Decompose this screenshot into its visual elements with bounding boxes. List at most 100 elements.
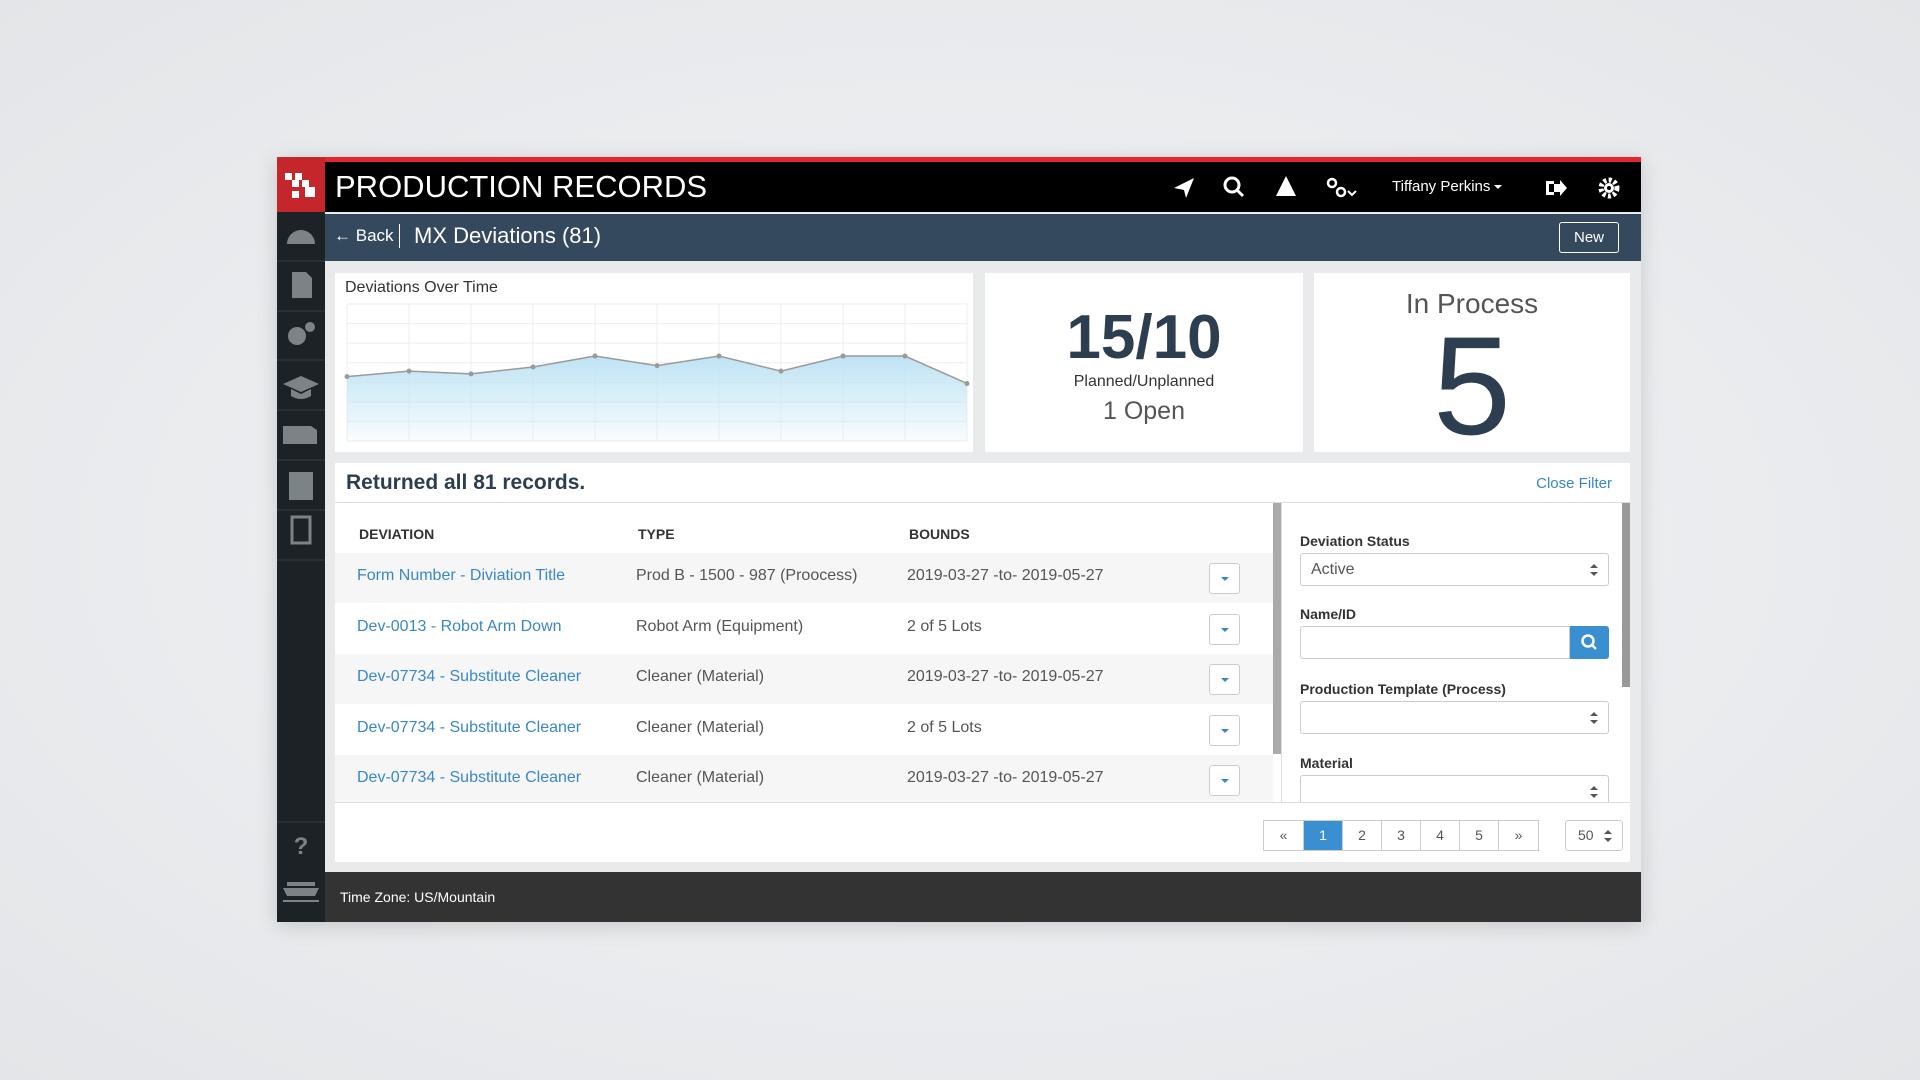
settings-nav-icon[interactable] <box>288 327 306 345</box>
column-header: TYPE <box>638 526 675 542</box>
chart <box>344 303 970 442</box>
caret <box>1221 678 1229 682</box>
subheader <box>325 214 1641 261</box>
caret <box>1221 728 1229 733</box>
page-button[interactable]: 1 <box>1303 820 1343 851</box>
settings-icon[interactable] <box>1598 177 1620 199</box>
planned-ratio: 15/10 <box>1066 303 1222 372</box>
filter-label: Material <box>1300 755 1353 771</box>
point <box>964 380 970 386</box>
documents-icon[interactable] <box>292 272 312 298</box>
deviation-link[interactable]: Dev-07734 - Substitute Cleaner <box>357 769 582 786</box>
page-button[interactable]: » <box>1498 820 1539 851</box>
deviation-link[interactable]: Form Number - Diviation Title <box>357 567 566 584</box>
close-filter[interactable]: Close Filter <box>1536 475 1612 492</box>
status-label: In Process <box>1405 288 1539 319</box>
new-button[interactable]: New <box>1559 222 1619 253</box>
summary: Returned all 81 records. <box>346 471 586 494</box>
link-icon[interactable] <box>1326 177 1357 198</box>
facility-icon[interactable] <box>289 472 313 500</box>
user-menu[interactable]: Tiffany Perkins <box>1392 178 1503 195</box>
logout-icon[interactable] <box>1546 180 1567 196</box>
row-action[interactable] <box>1209 563 1240 594</box>
row-action[interactable] <box>1209 714 1240 746</box>
page-size[interactable]: 50 <box>1565 820 1623 851</box>
page-button[interactable]: 2 <box>1342 820 1382 851</box>
page-title: MX Deviations (81) <box>414 223 602 248</box>
filter-label: Name/ID <box>1300 606 1357 622</box>
back-link[interactable]: ← Back <box>334 226 394 245</box>
point <box>654 363 660 369</box>
records-panel: Returned all 81 records. Close Filter DE… <box>335 463 1630 862</box>
point <box>344 374 350 380</box>
select[interactable]: Active <box>1300 553 1609 586</box>
checklist-icon[interactable] <box>290 515 312 545</box>
timezone: Time Zone: US/Mountain <box>340 889 496 905</box>
table-scrollbar[interactable] <box>1273 503 1281 754</box>
table-row: Dev-07734 - Substitute Cleaner Cleaner (M… <box>335 654 1273 704</box>
cell: Robot Arm (Equipment) <box>636 617 804 635</box>
planned-label: Planned/Unplanned <box>1073 373 1215 390</box>
filter-scrollbar[interactable] <box>1622 503 1630 687</box>
separator <box>399 224 400 248</box>
point <box>530 364 536 370</box>
help-icon[interactable]: ? <box>294 833 309 860</box>
deviation-link[interactable]: Dev-07734 - Substitute Cleaner <box>357 718 582 736</box>
caret <box>1221 577 1229 581</box>
table-row: Dev-0013 - Robot Arm Down Robot Arm (Equi… <box>335 603 1273 654</box>
point <box>592 353 598 359</box>
nav-icon[interactable] <box>1174 178 1194 198</box>
column-header: DEVIATION <box>359 526 435 542</box>
chart-title: Deviations Over Time <box>345 279 498 296</box>
cell: Cleaner (Material) <box>636 718 765 736</box>
point <box>468 371 474 377</box>
text-input[interactable] <box>1300 626 1570 659</box>
app-title: PRODUCTION RECORDS <box>335 169 708 204</box>
point <box>840 353 846 359</box>
search-button[interactable] <box>1570 626 1609 659</box>
user-name: Tiffany Perkins <box>1392 178 1491 195</box>
training-icon[interactable] <box>283 376 319 399</box>
page-button[interactable]: « <box>1263 820 1304 851</box>
back-text: Back <box>355 226 394 245</box>
page-button[interactable]: 3 <box>1381 820 1421 851</box>
area <box>347 356 967 441</box>
caret <box>1221 627 1229 632</box>
column-header: BOUNDS <box>909 526 970 542</box>
page-button[interactable]: 5 <box>1459 820 1499 851</box>
search-icon[interactable] <box>1223 176 1245 198</box>
select[interactable] <box>1300 701 1609 734</box>
table: DEVIATION TYPE BOUNDS Form Number - Diviati… <box>335 503 1273 802</box>
cell: Prod B - 1500 - 987 (Proocess) <box>636 567 858 584</box>
cell: 2019-03-27 -to- 2019-05-27 <box>907 668 1104 685</box>
point <box>716 353 722 359</box>
table-row: Form Number - Diviation Title Prod B - 15… <box>335 553 1273 603</box>
ship-icon[interactable] <box>283 882 319 902</box>
divider <box>335 502 1630 503</box>
select[interactable] <box>1300 775 1609 802</box>
folders-icon[interactable] <box>283 426 317 444</box>
logo-icon <box>285 173 315 198</box>
row-action[interactable] <box>1209 664 1240 695</box>
deviation-link[interactable]: Dev-07734 - Substitute Cleaner <box>357 668 582 685</box>
header-icons <box>1174 176 1620 199</box>
filter-label: Production Template (Process) <box>1300 681 1506 697</box>
row-action[interactable] <box>1209 613 1240 645</box>
pagination: «1 2 3 4 5» <box>1263 820 1539 851</box>
alert-icon[interactable] <box>1276 176 1296 196</box>
table-row: Dev-07734 - Substitute Cleaner Cleaner (M… <box>335 704 1273 755</box>
chart-card: Deviations Over Time <box>335 273 973 452</box>
cell: 2 of 5 Lots <box>907 617 982 635</box>
dashboard-icon[interactable] <box>287 230 315 244</box>
filter-panel: Deviation Status Active Name/ID Production … <box>1281 503 1630 802</box>
deviation-link[interactable]: Dev-0013 - Robot Arm Down <box>357 617 562 635</box>
page-button[interactable]: 4 <box>1420 820 1460 851</box>
top-accent <box>277 157 1641 162</box>
table-row: Dev-07734 - Substitute Cleaner Cleaner (M… <box>335 755 1273 802</box>
filter-label: Deviation Status <box>1300 533 1410 549</box>
cell: Cleaner (Material) <box>636 668 765 685</box>
cell: Cleaner (Material) <box>636 769 765 786</box>
logo[interactable] <box>277 157 325 212</box>
row-action[interactable] <box>1209 765 1240 796</box>
